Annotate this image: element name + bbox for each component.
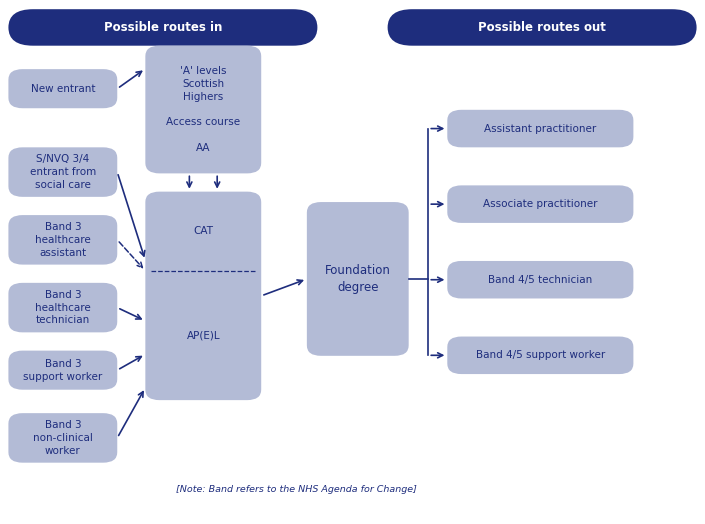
FancyBboxPatch shape bbox=[8, 283, 117, 332]
Text: CAT: CAT bbox=[193, 226, 214, 236]
Text: Band 4/5 support worker: Band 4/5 support worker bbox=[476, 351, 605, 361]
Text: Band 3
healthcare
technician: Band 3 healthcare technician bbox=[35, 290, 91, 325]
FancyBboxPatch shape bbox=[447, 110, 633, 147]
FancyBboxPatch shape bbox=[145, 46, 262, 173]
FancyBboxPatch shape bbox=[8, 215, 117, 265]
FancyBboxPatch shape bbox=[8, 413, 117, 463]
Text: Possible routes out: Possible routes out bbox=[478, 21, 606, 34]
FancyBboxPatch shape bbox=[388, 9, 697, 46]
Text: New entrant: New entrant bbox=[30, 84, 95, 94]
FancyBboxPatch shape bbox=[145, 192, 262, 400]
FancyBboxPatch shape bbox=[447, 336, 633, 374]
Text: Foundation
degree: Foundation degree bbox=[325, 264, 391, 293]
FancyBboxPatch shape bbox=[8, 147, 117, 197]
FancyBboxPatch shape bbox=[447, 261, 633, 299]
Text: Band 3
healthcare
assistant: Band 3 healthcare assistant bbox=[35, 222, 91, 258]
Text: AP(E)L: AP(E)L bbox=[186, 331, 220, 341]
Text: Possible routes in: Possible routes in bbox=[104, 21, 222, 34]
Text: Assistant practitioner: Assistant practitioner bbox=[484, 124, 596, 134]
Text: S/NVQ 3/4
entrant from
social care: S/NVQ 3/4 entrant from social care bbox=[30, 154, 96, 190]
Text: Band 4/5 technician: Band 4/5 technician bbox=[489, 275, 592, 285]
Text: 'A' levels
Scottish
Highers

Access course

AA: 'A' levels Scottish Highers Access cours… bbox=[166, 66, 240, 153]
FancyBboxPatch shape bbox=[447, 185, 633, 223]
FancyBboxPatch shape bbox=[8, 9, 317, 46]
Text: Band 3
non-clinical
worker: Band 3 non-clinical worker bbox=[33, 420, 93, 456]
Text: Associate practitioner: Associate practitioner bbox=[483, 199, 598, 209]
Text: Band 3
support worker: Band 3 support worker bbox=[23, 359, 102, 381]
FancyBboxPatch shape bbox=[307, 202, 409, 356]
FancyBboxPatch shape bbox=[8, 351, 117, 390]
FancyBboxPatch shape bbox=[8, 69, 117, 108]
Text: [Note: Band refers to the NHS Agenda for Change]: [Note: Band refers to the NHS Agenda for… bbox=[176, 485, 417, 494]
